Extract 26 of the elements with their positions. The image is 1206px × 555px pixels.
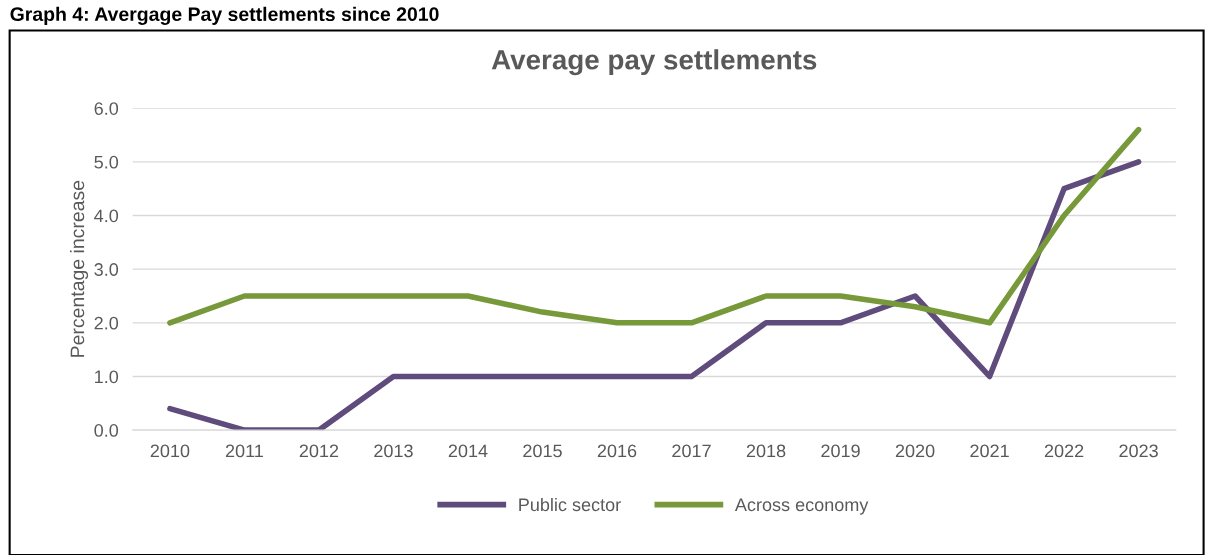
y-tick-label: 4.0 (94, 209, 119, 223)
x-tick-label: 2016 (597, 444, 637, 458)
x-tick-label: 2022 (1044, 444, 1084, 458)
y-tick-label: 6.0 (94, 102, 119, 115)
x-tick-label: 2021 (970, 444, 1009, 458)
y-tick-label: 0.0 (94, 424, 119, 437)
x-tick-label: 2012 (299, 444, 339, 458)
x-tick-label: 2011 (225, 444, 263, 458)
x-tick-label: 2013 (374, 444, 413, 458)
x-tick-label: 2010 (150, 444, 190, 458)
x-tick-label: 2023 (1119, 444, 1158, 458)
y-tick-label: 2.0 (94, 316, 119, 330)
y-axis-title: Percentage increase (69, 180, 89, 357)
legend-label: Public sector (519, 497, 621, 512)
caption: Graph 4: Avergage Pay settlements since 2010 (10, 6, 439, 25)
y-tick-label: 5.0 (94, 155, 119, 169)
x-tick-label: 2019 (821, 444, 860, 458)
x-tick-label: 2015 (523, 444, 562, 458)
chart-title: Average pay settlements (491, 49, 817, 76)
x-tick-label: 2018 (746, 444, 786, 458)
x-tick-label: 2017 (672, 444, 711, 458)
y-tick-label: 1.0 (95, 370, 119, 384)
y-tick-label: 3.0 (94, 263, 119, 276)
legend-label: Across economy (734, 498, 869, 515)
x-tick-label: 2014 (448, 444, 488, 458)
x-tick-label: 2020 (895, 444, 935, 458)
